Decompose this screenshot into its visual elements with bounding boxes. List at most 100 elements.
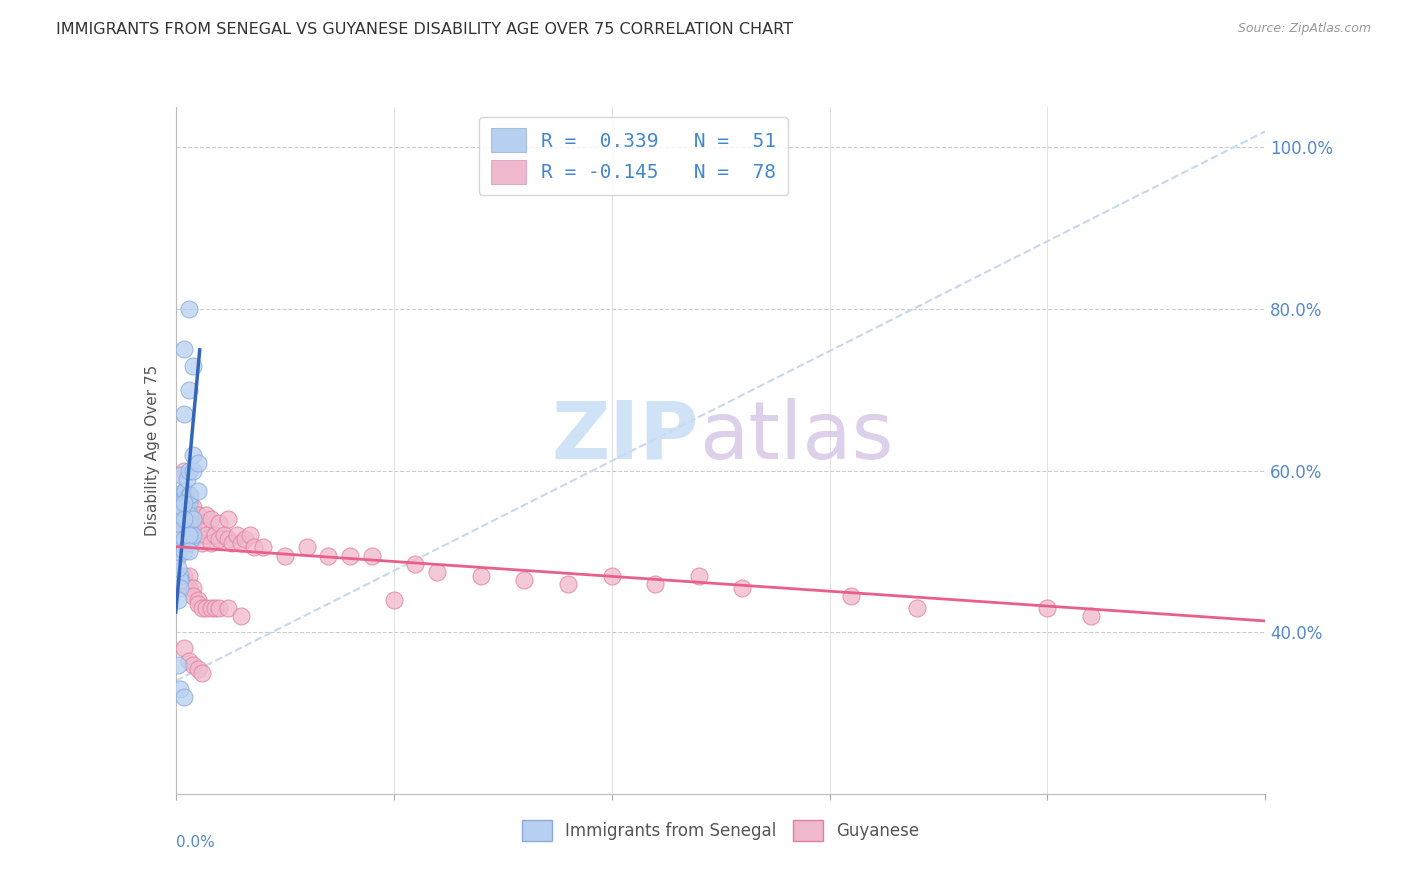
Point — [177, 383, 200, 397]
Point — [177, 500, 200, 514]
Point — [225, 528, 247, 542]
Point — [173, 483, 195, 498]
Point — [239, 528, 262, 542]
Point — [181, 359, 204, 373]
Point — [181, 524, 204, 539]
Point — [186, 528, 209, 542]
Point — [167, 657, 190, 672]
Point — [243, 541, 266, 555]
Point — [176, 472, 198, 486]
Point — [177, 516, 200, 531]
Point — [169, 581, 191, 595]
Point — [181, 657, 204, 672]
Point — [173, 544, 195, 558]
Point — [167, 536, 190, 550]
Point — [186, 456, 209, 470]
Point — [172, 508, 194, 522]
Point — [170, 508, 193, 522]
Point — [180, 533, 202, 547]
Point — [173, 407, 195, 421]
Point — [177, 301, 200, 316]
Point — [177, 488, 200, 502]
Point — [177, 491, 200, 506]
Point — [173, 576, 195, 591]
Point — [195, 508, 218, 522]
Point — [173, 516, 195, 531]
Point — [181, 581, 204, 595]
Point — [405, 557, 427, 571]
Point — [191, 665, 214, 680]
Point — [169, 681, 191, 696]
Point — [191, 601, 214, 615]
Point — [231, 609, 253, 624]
Point — [274, 549, 297, 563]
Point — [169, 516, 191, 531]
Point — [176, 512, 198, 526]
Point — [172, 500, 194, 514]
Point — [191, 516, 214, 531]
Point — [177, 496, 200, 510]
Point — [167, 593, 190, 607]
Point — [174, 491, 197, 506]
Point — [731, 581, 754, 595]
Point — [177, 524, 200, 539]
Point — [173, 641, 195, 656]
Point — [382, 593, 405, 607]
Point — [177, 581, 200, 595]
Point — [208, 601, 231, 615]
Point — [177, 536, 200, 550]
Text: IMMIGRANTS FROM SENEGAL VS GUYANESE DISABILITY AGE OVER 75 CORRELATION CHART: IMMIGRANTS FROM SENEGAL VS GUYANESE DISA… — [56, 22, 793, 37]
Point — [177, 508, 200, 522]
Point — [170, 467, 193, 482]
Point — [186, 597, 209, 611]
Point — [204, 528, 226, 542]
Point — [172, 524, 194, 539]
Point — [644, 576, 666, 591]
Point — [169, 568, 191, 582]
Point — [177, 654, 200, 668]
Point — [186, 662, 209, 676]
Point — [177, 544, 200, 558]
Point — [181, 448, 204, 462]
Point — [173, 464, 195, 478]
Point — [167, 549, 190, 563]
Point — [360, 549, 382, 563]
Point — [1080, 609, 1102, 624]
Point — [1036, 601, 1059, 615]
Point — [173, 491, 195, 506]
Y-axis label: Disability Age Over 75: Disability Age Over 75 — [145, 365, 160, 536]
Point — [252, 541, 274, 555]
Point — [217, 512, 239, 526]
Point — [688, 568, 710, 582]
Point — [177, 568, 200, 582]
Point — [173, 516, 195, 531]
Point — [177, 516, 200, 531]
Point — [191, 536, 214, 550]
Point — [186, 483, 209, 498]
Point — [181, 528, 204, 542]
Point — [167, 516, 190, 531]
Point — [339, 549, 361, 563]
Text: atlas: atlas — [699, 398, 893, 475]
Point — [173, 690, 195, 704]
Point — [212, 528, 235, 542]
Point — [513, 573, 536, 587]
Point — [177, 528, 200, 542]
Point — [204, 601, 226, 615]
Point — [169, 533, 191, 547]
Point — [557, 576, 579, 591]
Point — [167, 524, 190, 539]
Point — [195, 601, 218, 615]
Point — [181, 512, 204, 526]
Point — [295, 541, 318, 555]
Point — [173, 496, 195, 510]
Point — [470, 568, 492, 582]
Point — [169, 508, 191, 522]
Point — [173, 508, 195, 522]
Point — [174, 500, 197, 514]
Point — [179, 508, 201, 522]
Point — [181, 500, 204, 514]
Point — [169, 496, 191, 510]
Point — [180, 512, 202, 526]
Point — [841, 589, 863, 603]
